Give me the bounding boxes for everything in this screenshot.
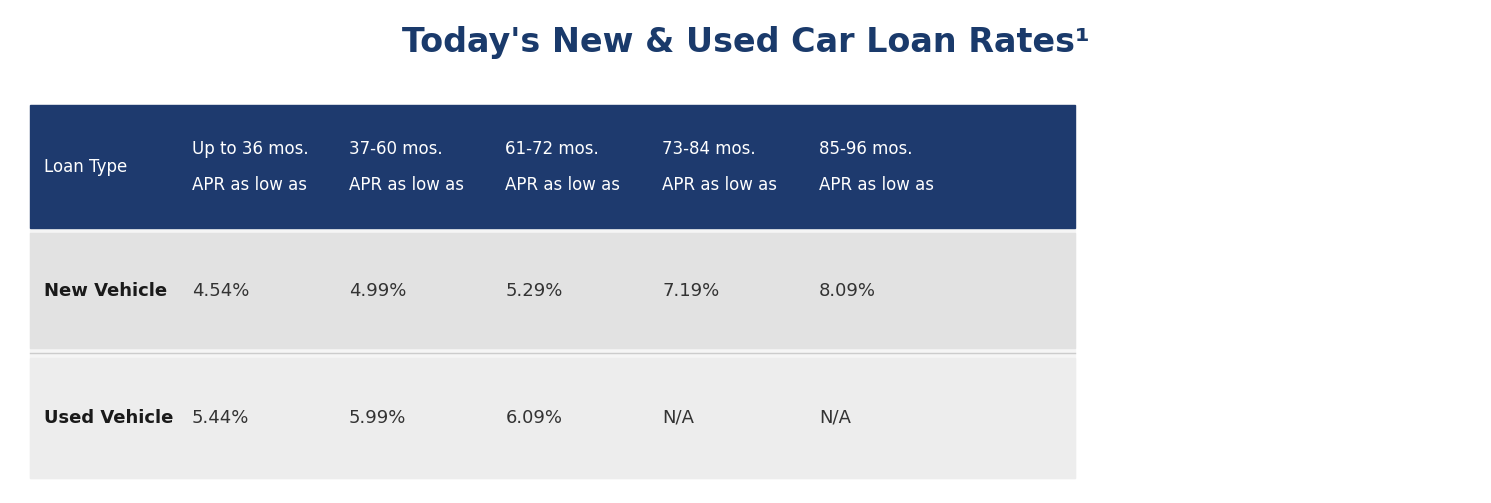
Text: 5.44%: 5.44% — [192, 409, 249, 427]
Text: 37-60 mos.: 37-60 mos. — [349, 139, 443, 157]
Text: 4.54%: 4.54% — [192, 282, 249, 299]
Text: 7.19%: 7.19% — [662, 282, 720, 299]
Text: 73-84 mos.: 73-84 mos. — [662, 139, 756, 157]
Text: Up to 36 mos.: Up to 36 mos. — [192, 139, 309, 157]
Text: N/A: N/A — [819, 409, 851, 427]
Text: 4.99%: 4.99% — [349, 282, 406, 299]
Bar — [30, 358, 1075, 478]
Text: 6.09%: 6.09% — [505, 409, 562, 427]
Text: 61-72 mos.: 61-72 mos. — [505, 139, 599, 157]
Text: Loan Type: Loan Type — [45, 157, 127, 176]
Text: APR as low as: APR as low as — [819, 176, 933, 194]
Bar — [30, 105, 1075, 478]
Bar — [30, 105, 1075, 228]
Text: Used Vehicle: Used Vehicle — [45, 409, 173, 427]
Text: APR as low as: APR as low as — [349, 176, 464, 194]
Text: New Vehicle: New Vehicle — [45, 282, 167, 299]
Text: 85-96 mos.: 85-96 mos. — [819, 139, 912, 157]
Text: N/A: N/A — [662, 409, 695, 427]
Bar — [30, 233, 1075, 348]
Text: 8.09%: 8.09% — [819, 282, 877, 299]
Text: APR as low as: APR as low as — [192, 176, 307, 194]
Text: 5.99%: 5.99% — [349, 409, 406, 427]
Text: 5.29%: 5.29% — [505, 282, 562, 299]
Text: APR as low as: APR as low as — [662, 176, 777, 194]
Text: APR as low as: APR as low as — [505, 176, 620, 194]
Text: Today's New & Used Car Loan Rates¹: Today's New & Used Car Loan Rates¹ — [401, 26, 1090, 58]
